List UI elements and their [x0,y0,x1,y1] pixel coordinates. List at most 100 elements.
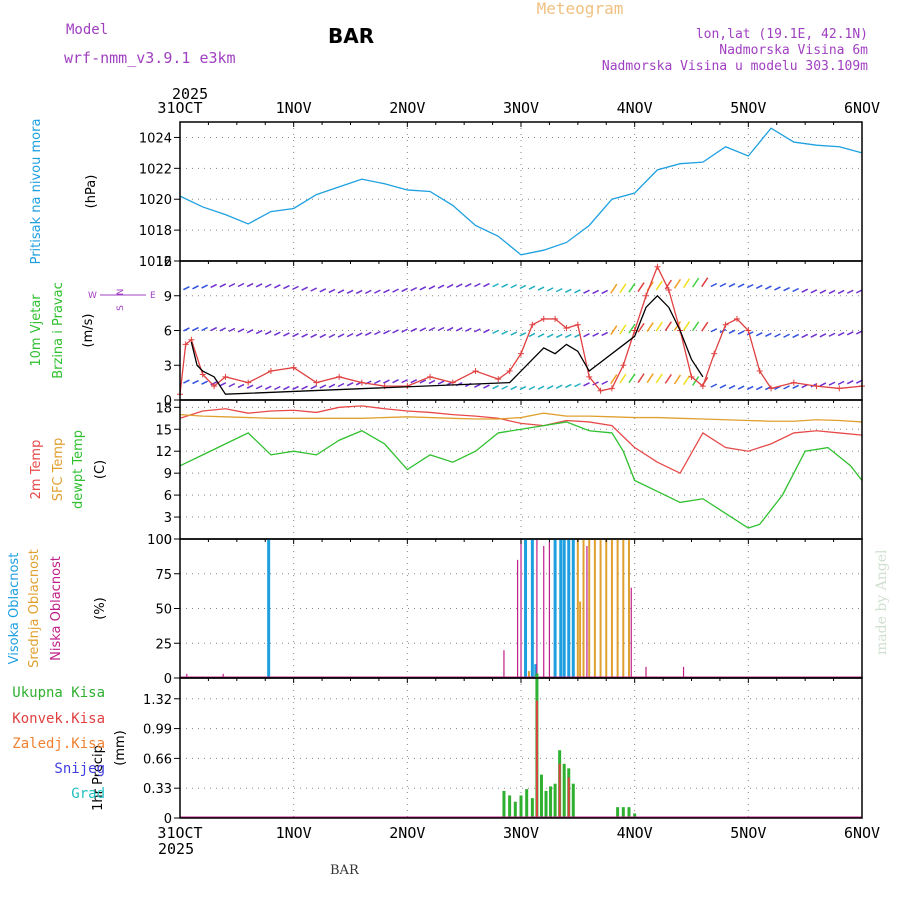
bar-Niska-Oblacnost [520,539,522,678]
panel-temperature: 0 3 6 9 12 15 18 2m Temp SFC Temp dewpt Temp (C) [29,399,863,548]
y-tick-label: 1016 [139,255,172,270]
wind-barb [319,384,327,389]
y-tick-label: 1018 [139,224,172,239]
wind-barb [592,332,599,337]
y-tick-label: 50 [155,603,172,618]
wind-barb [237,328,245,333]
wind-barb [210,326,218,332]
wind-barb [746,283,754,289]
y-tick-label: 12 [155,445,172,460]
wind-barb [837,289,845,295]
precip-legend-entry: Ukupna Kisa [12,685,105,701]
wind-barb [601,289,609,295]
wind-barb [592,289,599,295]
compass-w: W [88,291,97,301]
wind-marker [643,292,650,299]
wind-marker [665,286,672,293]
wind-barb [346,381,354,387]
wind-barb [283,385,290,391]
wind-barb [228,327,236,333]
wind-barb [828,381,836,386]
bar-Visoka-Oblacnost [534,664,538,678]
y-tick-label: 6 [164,489,172,504]
wind-barb [337,289,345,294]
precip-legend-entry: Grad [71,786,105,802]
bar-Srednja-Oblacnost [527,671,530,678]
model-altitude-label: Nadmorska Visina u modelu 303.109m [602,59,868,74]
panels: 1016 1018 1020 1022 1024 Pritisak na nivou mo… [7,119,865,827]
wind-barb [655,280,663,291]
bar-Srednja-Oblacnost [576,539,579,678]
altitude-label: Nadmorska Visina 6m [719,43,868,58]
y-tick-label: 18 [155,401,172,416]
wind-barb [283,332,290,337]
wind-barb [419,286,427,291]
wind-barb [555,384,563,389]
wind-barb [783,385,790,390]
wind-barb [392,379,399,384]
wind-barb [246,282,254,288]
y-tick-label: 6 [164,325,172,340]
wind-barb [219,327,227,332]
panel-cloud-cover: 0 25 50 75 100 Visoka Oblacnost Srednja Oblacn… [7,533,863,687]
wind-barb [755,385,763,391]
panel-wind: 0 3 6 9 12 10m Vjetar Brzina i Pravac (m/s) N W E S [29,255,865,409]
wind-barb [692,321,700,332]
wind-barb [574,289,581,294]
wind-marker [199,371,206,378]
wind-barb [310,333,318,339]
panel-label: Brzina i Pravac [51,282,66,379]
wind-barb [619,324,627,335]
wind-barb [664,279,672,290]
wind-barb [819,289,827,294]
wind-barb [328,333,336,339]
wind-barb [682,321,691,331]
top-day-label: 6NOV [844,99,880,117]
chart-title: Meteogram [537,0,624,18]
bottom-time-axis: 31OCT 1NOV 2NOV 3NOV 4NOV 5NOV 6NOV [157,824,880,842]
wind-barb [737,385,745,390]
wind-marker [733,315,740,322]
wind-marker [574,321,581,328]
wind-marker [597,387,604,394]
wind-barb [755,331,763,337]
series-mean-wind [190,294,704,395]
y-tick-label: 1024 [139,131,172,146]
precip-legend-entry: Snijeg [54,761,105,777]
bar-Srednja-Oblacnost [605,539,608,678]
panel-label: Pritisak na nivou mora [29,119,44,265]
panel-label: (hPa) [84,175,99,209]
wind-barb [692,277,700,288]
wind-barb [501,283,509,288]
wind-barb [392,288,399,293]
wind-barb [346,289,354,294]
wind-barb [610,325,618,336]
wind-barb [828,332,836,337]
wind-barb [255,283,263,288]
wind-barb [283,284,290,290]
wind-barb [564,288,572,293]
wind-barb [319,288,327,293]
y-tick-label: 3 [164,359,172,374]
wind-barb [428,379,436,385]
bar-Ukupna-Kisa [525,789,529,818]
wind-barb [637,373,645,384]
wind-barb [555,287,563,293]
y-tick-label: 1.32 [143,693,172,708]
bar-Ukupna-Kisa [539,774,543,818]
bar-Srednja-Oblacnost [593,539,596,678]
panel-label: Srednja Oblacnost [27,549,42,668]
wind-barb [637,282,645,292]
wind-barb [601,380,609,385]
station-title: BAR [328,24,374,48]
wind-barb [537,333,545,338]
y-tick-label: 0.33 [143,782,172,797]
wind-barb [355,289,363,295]
wind-marker [290,364,297,371]
panel-label: 10m Vjetar [29,294,44,367]
wind-marker [552,315,559,322]
wind-barb [401,328,408,333]
wind-barb [519,385,527,391]
wind-barb [810,333,818,338]
